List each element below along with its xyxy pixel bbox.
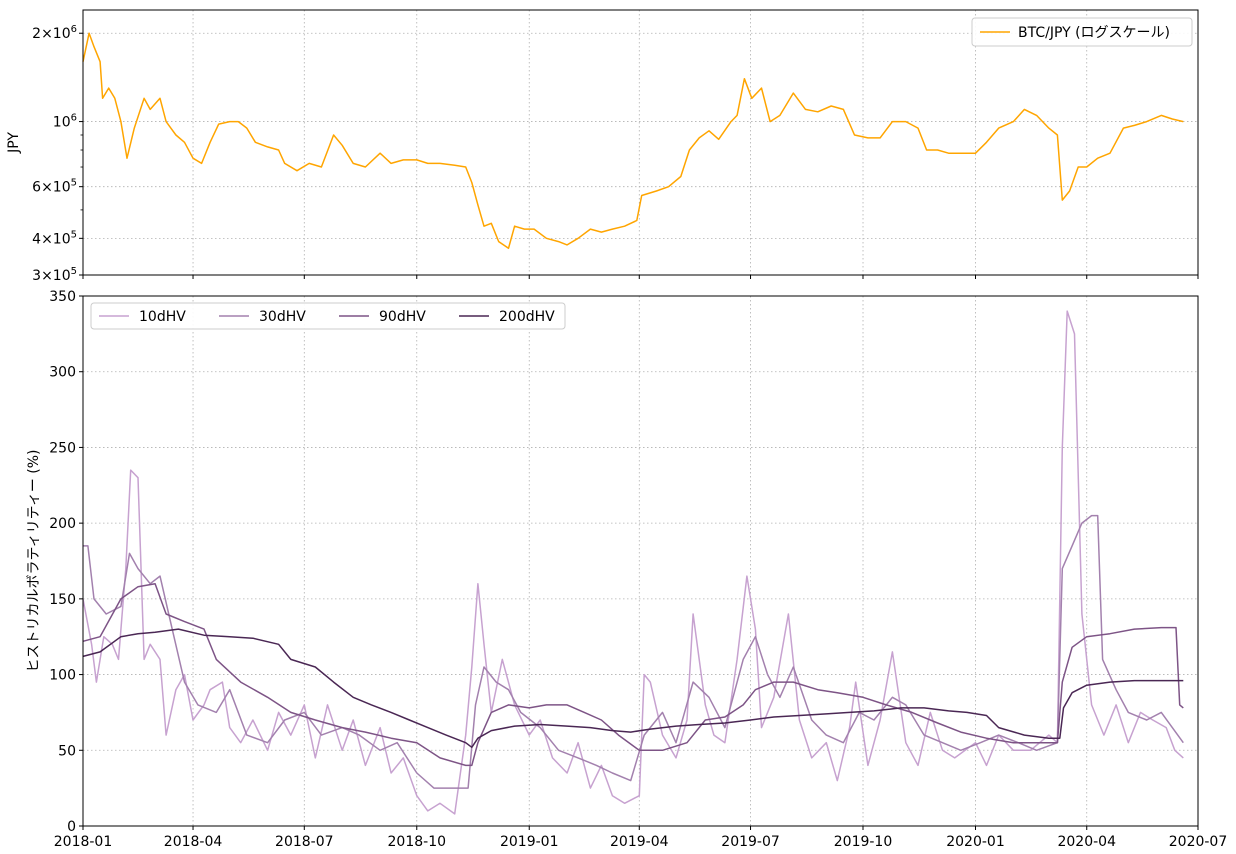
volatility-series-line-90dhv bbox=[82, 582, 1184, 767]
volatility-y-tick-label: 300 bbox=[49, 365, 76, 381]
volatility-y-tick-label: 200 bbox=[49, 516, 76, 532]
volatility-lines bbox=[82, 310, 1184, 815]
price-y-axis-label: JPY bbox=[6, 132, 22, 154]
price-legend-label: BTC/JPY (ログスケール) bbox=[1018, 25, 1170, 41]
volatility-legend-box bbox=[90, 302, 566, 330]
price-legend-box bbox=[971, 17, 1193, 47]
x-tick-label: 2018-04 bbox=[164, 834, 223, 850]
price-y-tick-label: 3×105 bbox=[32, 266, 77, 284]
x-tick-label: 2018-01 bbox=[54, 834, 113, 850]
price-series-line-btc-jpy bbox=[82, 32, 1184, 250]
volatility-x-ticks: 2018-01 2018-04 2018-07 2018-10 2019-01 2019-… bbox=[54, 826, 1228, 850]
price-axes-frame bbox=[82, 9, 1199, 276]
volatility-y-ticks: 0 50 100 150 200 250 300 350 bbox=[49, 289, 83, 835]
price-legend: BTC/JPY (ログスケール) bbox=[971, 17, 1193, 47]
volatility-legend-label: 200dHV bbox=[499, 309, 555, 325]
x-tick-label: 2018-10 bbox=[388, 834, 447, 850]
x-tick-label: 2020-01 bbox=[946, 834, 1005, 850]
x-tick-label: 2019-04 bbox=[610, 834, 669, 850]
price-y-tick-label: 2×106 bbox=[32, 24, 77, 42]
x-tick-label: 2019-10 bbox=[834, 834, 893, 850]
volatility-y-tick-label: 0 bbox=[67, 819, 76, 835]
volatility-series-line-30dhv bbox=[83, 514, 1184, 789]
volatility-legend-label: 10dHV bbox=[139, 309, 186, 325]
volatility-y-tick-label: 350 bbox=[49, 289, 76, 305]
x-tick-label: 2018-07 bbox=[275, 834, 334, 850]
x-tick-label: 2020-07 bbox=[1169, 834, 1228, 850]
price-y-tick-label: 6×105 bbox=[32, 178, 77, 196]
price-x-ticks bbox=[82, 275, 1199, 279]
volatility-y-axis-label: ヒストリカルボラティリティー (%) bbox=[26, 450, 42, 673]
volatility-legend-label: 30dHV bbox=[259, 309, 306, 325]
volatility-legend: 10dHV 30dHV 90dHV 200dHV bbox=[90, 302, 566, 330]
price-y-tick-label: 4×105 bbox=[32, 229, 77, 247]
volatility-series-line-200dhv bbox=[82, 628, 1184, 749]
price-lines bbox=[82, 32, 1184, 250]
x-tick-label: 2020-04 bbox=[1057, 834, 1116, 850]
volatility-axes-frame bbox=[82, 295, 1199, 827]
volatility-y-tick-label: 250 bbox=[49, 440, 76, 456]
x-tick-label: 2019-07 bbox=[721, 834, 780, 850]
volatility-y-tick-label: 100 bbox=[49, 668, 76, 684]
volatility-y-tick-label: 150 bbox=[49, 592, 76, 608]
volatility-legend-label: 90dHV bbox=[379, 309, 426, 325]
x-tick-label: 2019-01 bbox=[500, 834, 559, 850]
volatility-y-tick-label: 50 bbox=[58, 743, 76, 759]
